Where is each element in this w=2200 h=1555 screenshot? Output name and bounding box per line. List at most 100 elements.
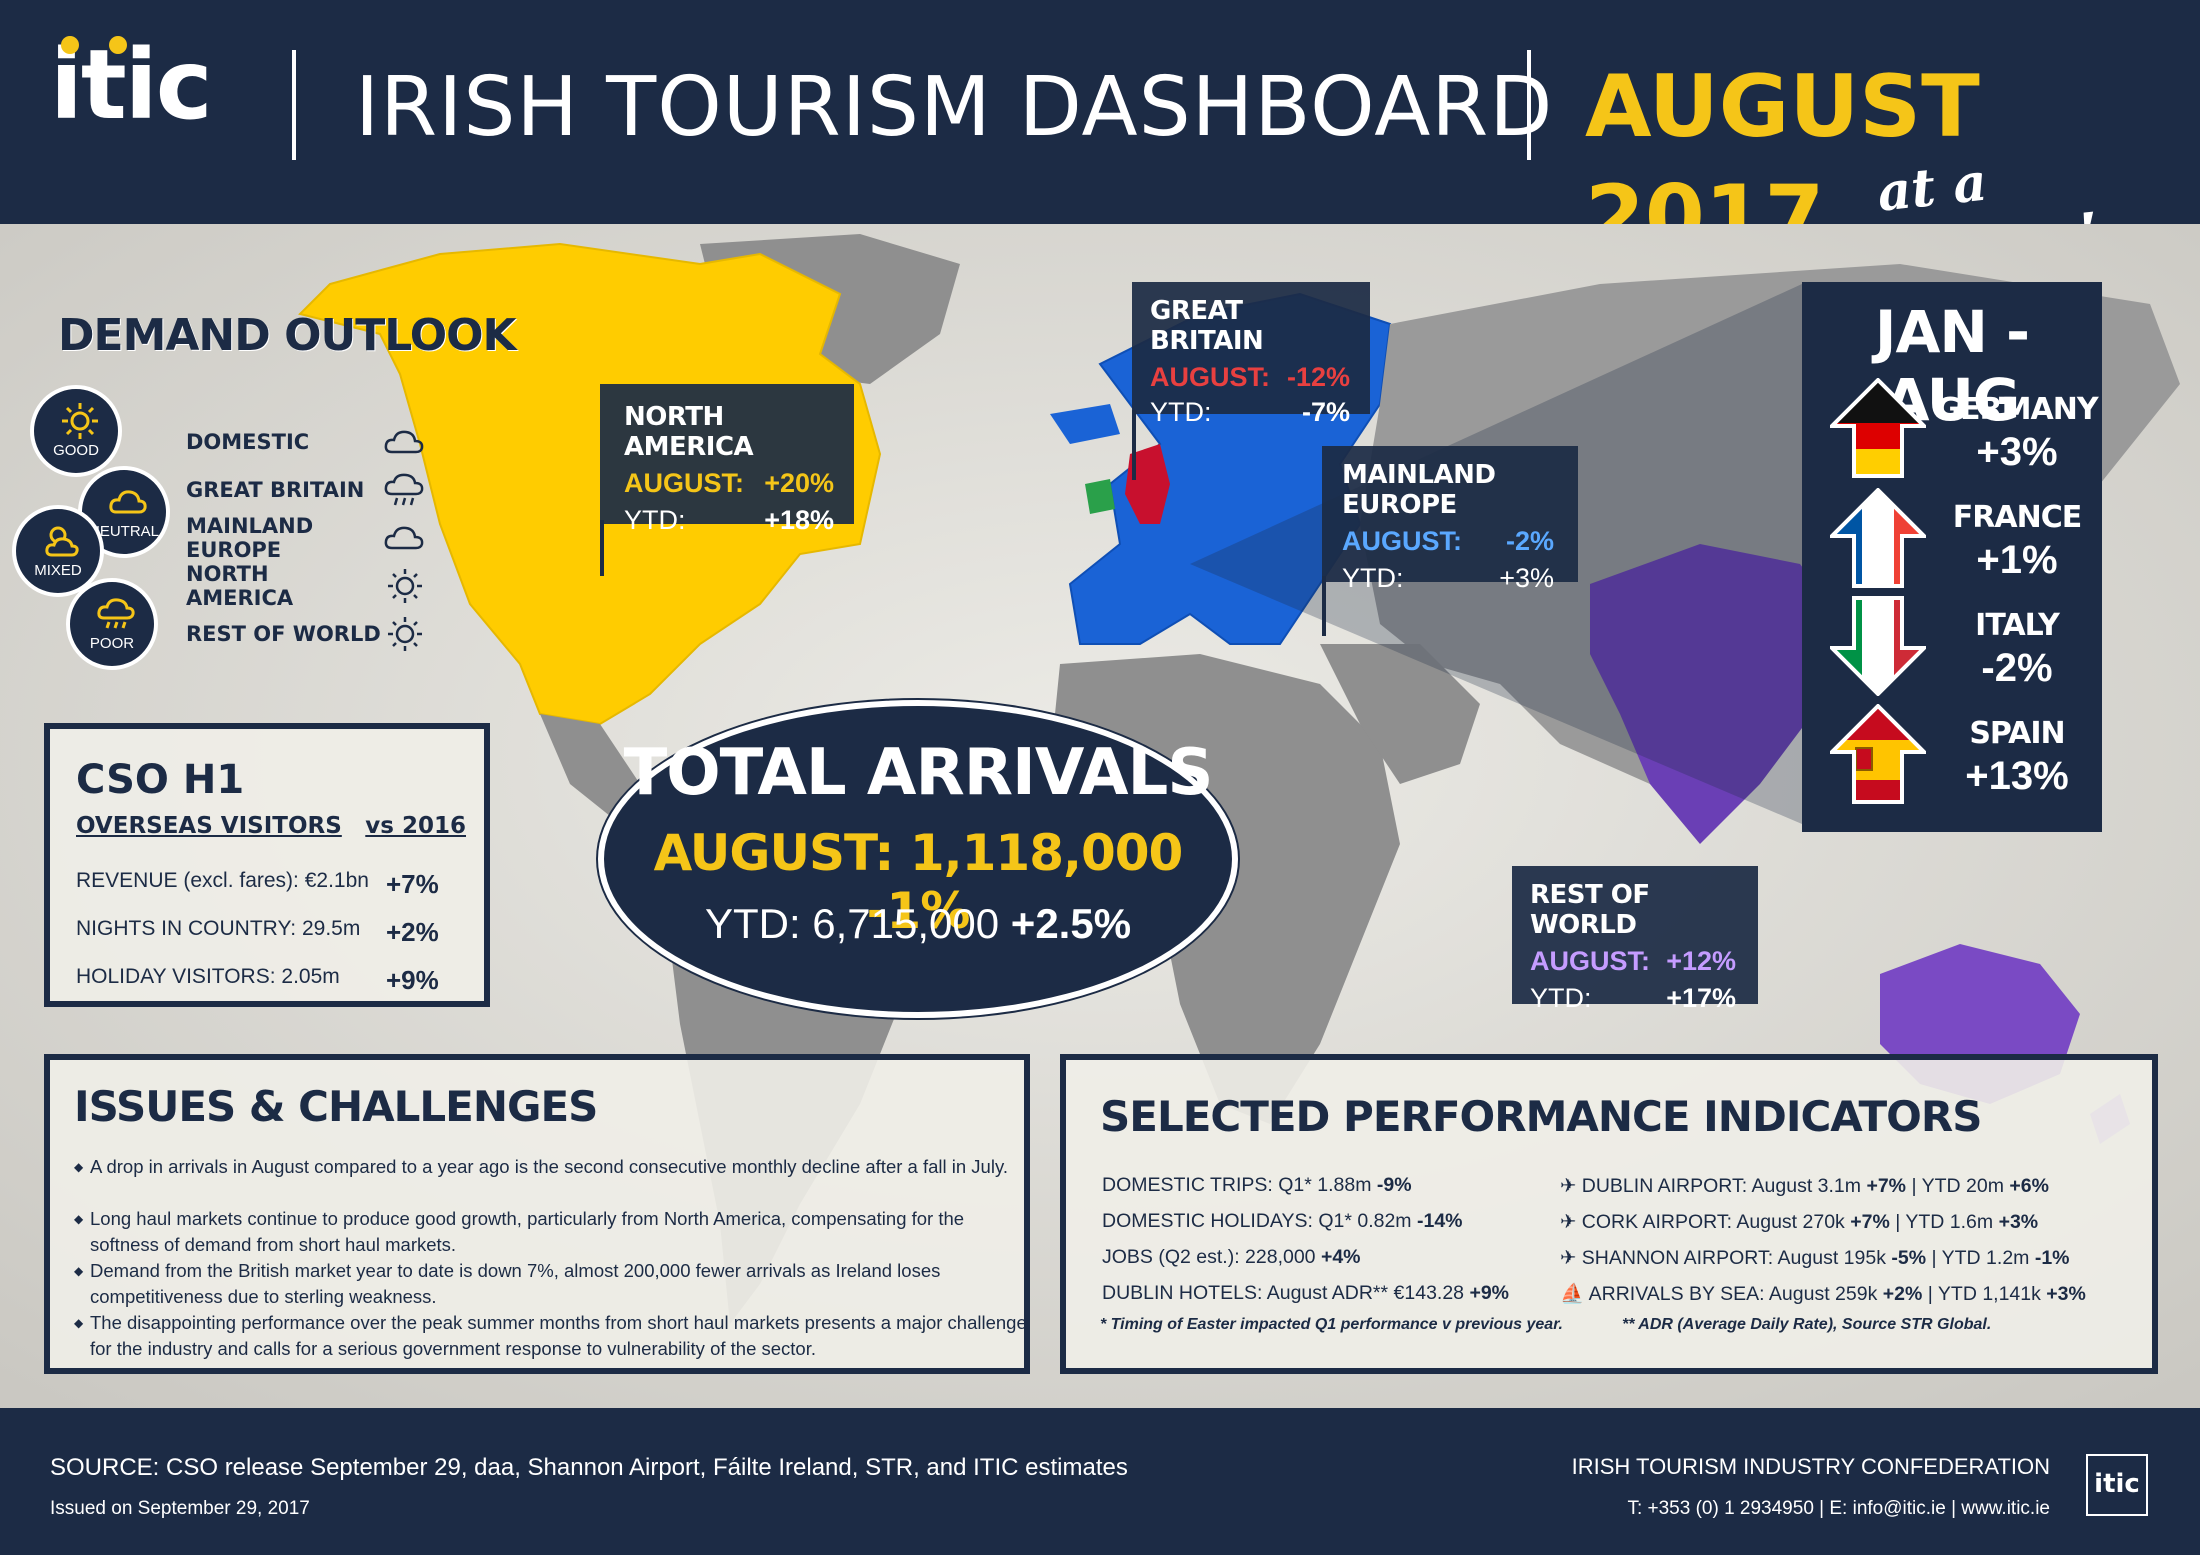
north-america-shape [298,242,882,726]
legend-label: MIXED [34,562,82,579]
cloud-icon [384,430,424,454]
mainland-europe-box: MAINLAND EUROPE AUGUST: -2% YTD: +3% [1322,446,1578,593]
legend-label: POOR [89,635,135,652]
cso-panel: CSO H1 OVERSEAS VISITORS vs 2016 REVENUE… [44,723,490,1007]
outlook-mainland-europe: MAINLAND EUROPE [186,514,428,562]
ytd-change: +2.5% [1010,900,1132,947]
cso-vs: vs 2016 [365,813,466,839]
rest-of-world-asia-shape [1590,544,1860,844]
cso-row: REVENUE (excl. fares): €2.1bn +7% [76,869,466,900]
spi-left-row: DUBLIN HOTELS: August ADR** €143.28 +9% [1102,1282,1509,1305]
ytd-label: YTD: [1150,397,1212,427]
ytd-label: YTD: 6,715,000 [704,900,1000,947]
rain-cloud-icon [384,473,424,506]
jan-aug-title: JAN - AUG [1874,298,2030,434]
region-ytd-row: YTD: -7% [1150,397,1350,428]
region-title: GREAT BRITAIN [1150,296,1264,356]
ytd-value: +3% [1499,563,1554,593]
spi-ytd: YTD 1,141k [1937,1283,2041,1305]
sun-icon [62,403,98,439]
sun-cloud-icon [45,526,79,557]
region-title: MAINLAND EUROPE [1342,460,1496,520]
country-name: ITALY [1975,608,2060,643]
spi-month-change: +2% [1882,1283,1923,1305]
spi-footnote-easter: * Timing of Easter impacted Q1 performan… [1100,1316,1563,1333]
spi-month: August 270k [1736,1211,1845,1233]
spi-value: -14% [1416,1210,1463,1232]
footer-issued: Issued on September 29, 2017 [50,1498,310,1519]
legend-poor: POOR [66,578,158,670]
spi-ytd-change: -1% [2034,1247,2070,1269]
total-arrivals-august: AUGUST: 1,118,000 -1% [653,824,1184,940]
spi-ytd-change: +6% [2009,1175,2049,1197]
spi-footnote-adr: ** ADR (Average Daily Rate), Source STR … [1622,1316,1992,1333]
region-august-row: AUGUST: -12% [1150,362,1350,393]
august-label: AUGUST: [1342,526,1462,556]
region-title: NORTH AMERICA [624,402,754,462]
legend-mixed: MIXED [12,505,104,597]
outlook-label: GREAT BRITAIN [186,478,365,502]
footer-organisation: IRISH TOURISM INDUSTRY CONFEDERATION [1571,1454,2050,1479]
spi-text: DOMESTIC TRIPS: Q1* 1.88m [1102,1174,1372,1196]
north-america-pin [600,520,604,576]
spi-label: CORK AIRPORT: [1581,1211,1733,1233]
region-ytd-row: YTD: +18% [624,505,834,536]
germany-flag-up-arrow-icon [1830,378,1926,478]
spi-ytd: YTD 20m [1921,1175,2004,1197]
ytd-value: -7% [1301,397,1350,427]
cso-row-label: HOLIDAY VISITORS: 2.05m [76,965,340,988]
outlook-label: MAINLAND EUROPE [186,514,314,562]
great-britain-pin [1132,410,1136,480]
cloud-icon [109,490,147,514]
outlook-rest-of-world: REST OF WORLD [186,610,428,658]
cso-row-label: REVENUE (excl. fares): €2.1bn [76,869,369,892]
rest-of-world-box: REST OF WORLD AUGUST: +12% YTD: +17% [1512,866,1758,1013]
ytd-label: YTD: [1342,563,1404,593]
spi-label: SHANNON AIRPORT: [1581,1247,1774,1269]
region-august-row: AUGUST: +12% [1530,946,1736,977]
total-arrivals-ytd: YTD: 6,715,000 +2.5% [604,900,1232,948]
ship-icon: ⛵ [1560,1283,1585,1305]
spi-value: +9% [1469,1282,1510,1304]
issues-panel: ISSUES & CHALLENGES A drop in arrivals i… [44,1054,1030,1374]
rain-cloud-icon [97,598,135,629]
mainland-europe-pin [1322,576,1326,636]
spi-label: DUBLIN AIRPORT: [1581,1175,1748,1197]
demand-outlook-list: DOMESTIC GREAT BRITAIN MAINLAND EUROPE N… [186,418,428,658]
total-arrivals: TOTAL ARRIVALS AUGUST: 1,118,000 -1% YTD… [598,700,1238,1018]
spi-month: August 3.1m [1751,1175,1862,1197]
outlook-label: DOMESTIC [186,430,310,454]
ytd-label: YTD: [1530,983,1592,1013]
issue-item: The disappointing performance over the p… [74,1310,1034,1362]
ireland-shape [1085,479,1115,514]
total-arrivals-title: TOTAL ARRIVALS [623,736,1214,810]
region-title: REST OF WORLD [1530,880,1650,940]
spi-value: +4% [1320,1246,1361,1268]
spi-month-change: +7% [1866,1175,1907,1197]
country-name: FRANCE [1952,500,2082,535]
france-flag-up-arrow-icon [1830,488,1926,588]
spi-right-row: ✈ SHANNON AIRPORT: August 195k -5% | YTD… [1560,1247,2070,1269]
spi-left-row: DOMESTIC HOLIDAYS: Q1* 0.82m -14% [1102,1210,1463,1233]
legend-good: GOOD [30,385,122,477]
plane-icon: ✈ [1560,1211,1577,1233]
spi-value: -9% [1376,1174,1412,1196]
great-britain-box: GREAT BRITAIN AUGUST: -12% YTD: -7% [1132,282,1370,427]
issue-item: Long haul markets continue to produce go… [74,1206,1034,1258]
spi-text: JOBS (Q2 est.): 228,000 [1102,1246,1316,1268]
spi-month-change: +7% [1850,1211,1890,1233]
country-value: +1% [1976,538,2058,582]
cso-header: OVERSEAS VISITORS vs 2016 [76,813,466,839]
cso-row: HOLIDAY VISITORS: 2.05m +9% [76,965,466,996]
footer: SOURCE: CSO release September 29, daa, S… [0,1408,2200,1555]
footer-source: SOURCE: CSO release September 29, daa, S… [50,1454,1128,1481]
spain-flag-up-arrow-icon [1830,704,1926,804]
middle-east-shape [1320,644,1480,784]
spi-text: DUBLIN HOTELS: August ADR** €143.28 [1102,1282,1465,1304]
spi-ytd-change: +3% [1998,1211,2039,1233]
cso-row-value: +9% [386,965,439,995]
outlook-label: REST OF WORLD [186,622,381,646]
august-label: AUGUST: [624,468,744,498]
cso-subtitle: OVERSEAS VISITORS [76,813,342,839]
region-ytd-row: YTD: +17% [1530,983,1736,1014]
